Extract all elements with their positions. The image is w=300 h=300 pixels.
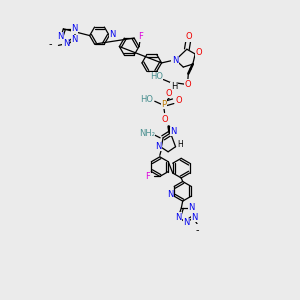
Text: F: F [138, 32, 142, 41]
Text: O: O [185, 32, 192, 41]
Text: N: N [109, 31, 116, 40]
Text: -: - [196, 225, 200, 235]
Text: O: O [165, 89, 172, 98]
Text: N: N [155, 142, 161, 151]
Text: H: H [171, 82, 177, 91]
Text: N: N [191, 213, 197, 222]
Text: -: - [49, 39, 52, 49]
Text: O: O [195, 48, 202, 57]
Text: F: F [146, 172, 150, 181]
Text: N: N [170, 127, 177, 136]
Text: O: O [175, 96, 182, 105]
Text: N: N [167, 190, 174, 199]
Text: O: O [161, 115, 168, 124]
Text: N: N [71, 35, 78, 44]
Text: N: N [63, 39, 69, 48]
Text: H: H [177, 140, 183, 149]
Text: N: N [57, 32, 64, 41]
Text: N: N [188, 203, 194, 212]
Text: P: P [161, 100, 166, 109]
Text: N: N [71, 24, 78, 33]
Text: NH₂: NH₂ [139, 129, 155, 138]
Text: N: N [183, 218, 189, 227]
Text: N: N [172, 56, 178, 65]
Text: HO: HO [150, 72, 163, 81]
Text: HO: HO [140, 95, 153, 104]
Text: N: N [175, 213, 182, 222]
Text: O: O [184, 80, 191, 88]
